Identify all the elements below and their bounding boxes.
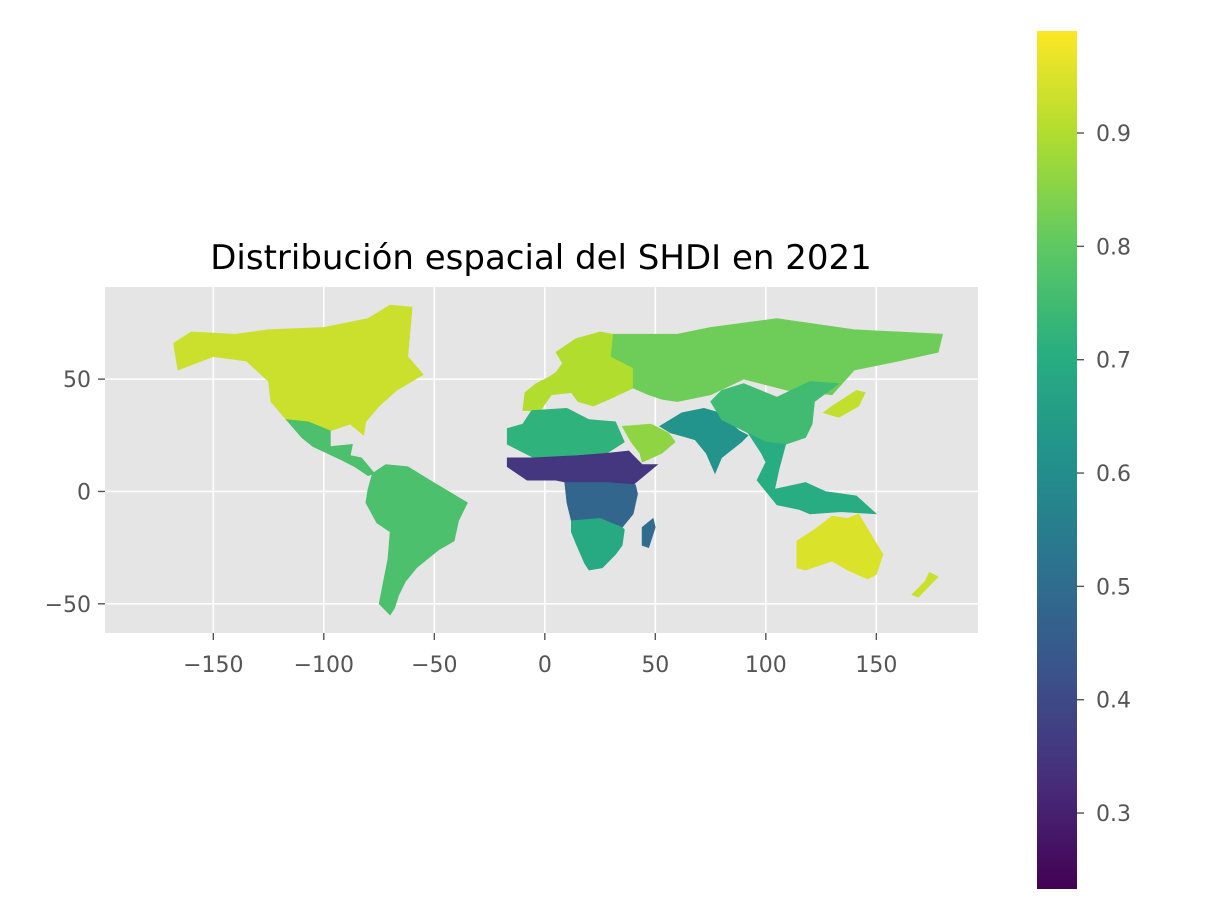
grid-lines <box>105 287 978 633</box>
region-north-america <box>173 304 424 436</box>
x-tick-label: 150 <box>855 653 897 678</box>
colorbar-tick-label: 0.8 <box>1096 235 1131 260</box>
colorbar-tick-label: 0.6 <box>1096 462 1131 487</box>
y-tick-label: 50 <box>63 368 91 393</box>
x-tick-label: 50 <box>641 653 669 678</box>
x-tick-label: 0 <box>538 653 552 678</box>
region-south-america <box>365 464 468 616</box>
region-australia <box>796 513 884 580</box>
region-arabian-peninsula <box>621 423 676 463</box>
region-southern-africa <box>570 518 625 571</box>
y-axis: 50 0 −50 <box>45 368 105 618</box>
region-southeast-asia <box>747 432 878 515</box>
region-mexico-central-america <box>285 419 376 477</box>
x-tick-label: −100 <box>294 653 354 678</box>
x-tick-label: 100 <box>745 653 787 678</box>
y-tick-label: −50 <box>45 593 91 618</box>
map-regions <box>173 304 943 616</box>
colorbar-tick-label: 0.4 <box>1096 689 1131 714</box>
region-madagascar <box>641 517 656 548</box>
x-tick-label: −150 <box>183 653 243 678</box>
region-central-africa <box>564 482 638 528</box>
region-sahel <box>506 450 659 486</box>
y-tick-label: 0 <box>77 480 91 505</box>
region-japan-korea <box>822 390 866 418</box>
region-south-asia <box>659 407 749 475</box>
colorbar-tick-label: 0.7 <box>1096 349 1131 374</box>
x-tick-label: −50 <box>411 653 457 678</box>
chart-title: Distribución espacial del SHDI en 2021 <box>210 238 872 278</box>
colorbar-tick-label: 0.9 <box>1096 122 1131 147</box>
colorbar-tick-label: 0.3 <box>1096 802 1131 827</box>
region-new-zealand <box>911 571 939 598</box>
colorbar-tick-label: 0.5 <box>1096 575 1131 600</box>
colorbar <box>1037 31 1077 889</box>
colorbar-ticks: 0.3 0.4 0.5 0.6 0.7 0.8 0.9 <box>1077 122 1131 827</box>
x-axis: −150 −100 −50 0 50 100 150 <box>183 633 897 678</box>
